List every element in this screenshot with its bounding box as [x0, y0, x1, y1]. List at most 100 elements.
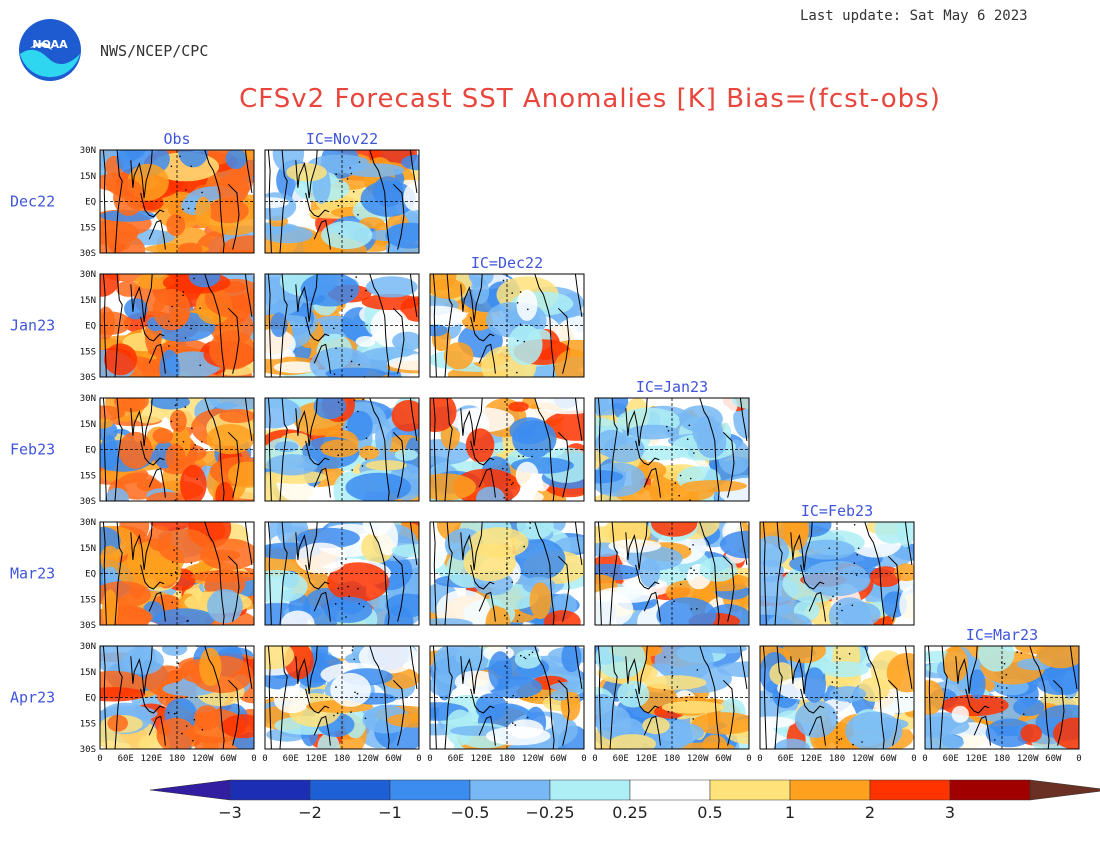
lon-tick-label: 60E [613, 754, 629, 764]
panel-frame [99, 273, 255, 378]
map-panel [594, 521, 750, 626]
map-panel [99, 645, 255, 750]
colorbar-low-arrow [149, 779, 231, 801]
island-dot [335, 686, 337, 688]
island-dot [1005, 673, 1008, 676]
island-dot [529, 522, 531, 524]
colorbar-segment [469, 779, 551, 801]
panel-frame [99, 645, 255, 750]
lon-tick-label: 120W [357, 754, 379, 764]
lon-tick-label: 0 [427, 754, 432, 764]
lon-tick-label: 120E [965, 754, 987, 764]
island-dot [346, 178, 349, 180]
lon-tick-label: 60E [448, 754, 464, 764]
island-dot [350, 360, 353, 363]
map-panel [264, 397, 420, 502]
island-dot [518, 614, 521, 617]
island-dot [365, 289, 367, 292]
map-panel [264, 149, 420, 254]
island-dot [511, 581, 513, 583]
island-dot [171, 305, 173, 308]
island-dot [350, 172, 353, 175]
island-dot [336, 712, 339, 714]
lon-tick-label: 120E [305, 754, 327, 764]
island-dot [692, 544, 694, 546]
island-dot [194, 444, 196, 446]
island-dot [527, 308, 529, 311]
map-panel [429, 521, 585, 626]
island-dot [334, 603, 337, 605]
coastlines [762, 522, 913, 625]
island-dot [337, 587, 340, 590]
island-dot [190, 165, 193, 168]
coastlines [432, 398, 583, 501]
island-dot [516, 371, 518, 374]
island-dot [170, 574, 173, 577]
island-dot [851, 695, 854, 698]
island-dot [356, 692, 359, 695]
panel-frame [594, 521, 750, 626]
island-dot [504, 401, 506, 403]
island-dot [516, 302, 519, 304]
lat-tick-label: 30N [80, 518, 96, 528]
panel-frame [594, 645, 750, 750]
column-header: IC=Jan23 [636, 378, 708, 396]
island-dot [362, 398, 364, 401]
island-dot [178, 527, 180, 530]
island-dot [345, 558, 347, 560]
island-dot [997, 685, 999, 687]
panel-frame [429, 273, 585, 378]
island-dot [686, 438, 689, 441]
lon-tick-label: 60W [880, 754, 897, 764]
colorbar-segment [709, 779, 791, 801]
lon-tick-label: 180 [499, 754, 515, 764]
lat-tick-label: 30N [80, 642, 96, 652]
map-panel [594, 397, 750, 502]
island-dot [182, 291, 185, 293]
island-dot [856, 553, 858, 556]
island-dot [688, 693, 691, 696]
lon-tick-label: 60W [220, 754, 237, 764]
colorbar-segment [309, 779, 391, 801]
island-dot [833, 711, 835, 714]
island-dot [861, 741, 863, 743]
lon-tick-label: 60W [1045, 754, 1062, 764]
lon-tick-label: 60E [943, 754, 959, 764]
island-dot [365, 458, 367, 460]
coastlines [597, 522, 748, 625]
lat-tick-label: 30S [80, 373, 96, 383]
lon-tick-label: 120W [522, 754, 544, 764]
colorbar-high-arrow [1029, 779, 1100, 801]
colorbar-label: 0.5 [697, 803, 722, 822]
lon-tick-label: 60W [550, 754, 567, 764]
island-dot [508, 557, 511, 559]
island-dot [667, 430, 670, 432]
lon-tick-label: 180 [994, 754, 1010, 764]
colorbar-label: 1 [785, 803, 795, 822]
island-dot [348, 595, 350, 598]
map-panel [594, 645, 750, 750]
island-dot [1003, 662, 1006, 665]
coastlines [267, 150, 418, 253]
colorbar-label: −0.25 [525, 803, 574, 822]
island-dot [523, 340, 526, 343]
colorbar-label: −1 [378, 803, 402, 822]
anomaly-field [265, 398, 419, 501]
coastlines [597, 398, 748, 501]
island-dot [196, 478, 198, 480]
island-dot [349, 167, 352, 169]
island-dot [840, 738, 843, 740]
map-panel [99, 273, 255, 378]
lon-tick-label: 120E [470, 754, 492, 764]
island-dot [173, 712, 176, 715]
lon-tick-label: 60E [118, 754, 134, 764]
panel-frame [429, 397, 585, 502]
island-dot [853, 562, 856, 564]
island-dot [520, 654, 522, 657]
island-dot [1023, 713, 1025, 715]
lon-tick-label: 0 [911, 754, 916, 764]
island-dot [839, 657, 841, 660]
island-dot [689, 477, 692, 480]
island-dot [199, 307, 201, 310]
